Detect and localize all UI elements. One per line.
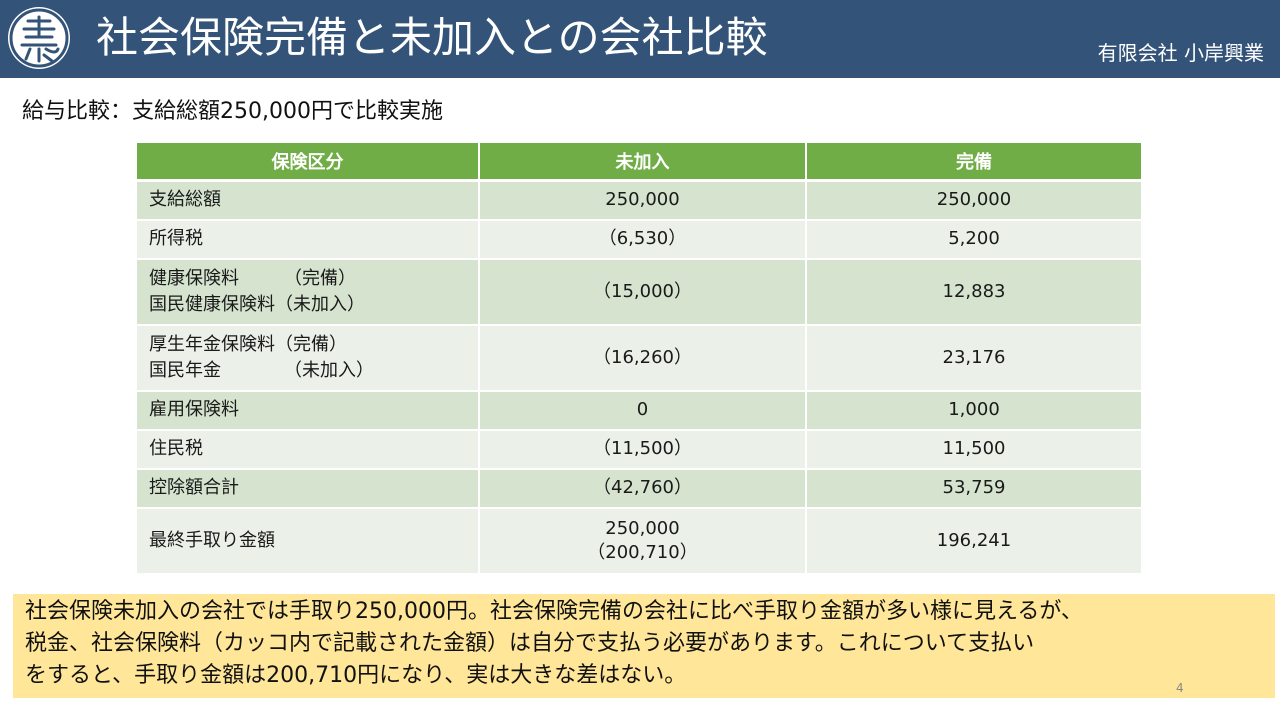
table-row: 支給総額 250,000 250,000 (137, 180, 1141, 221)
row-label-line: 控除額合計 (149, 477, 239, 498)
kanji-crest-logo (8, 7, 70, 69)
fully-enrolled-value-line: 23,176 (942, 346, 1006, 368)
not-enrolled-value-line: 250,000 (605, 517, 680, 539)
slide-title: 社会保険完備と未加入との会社比較 (96, 13, 768, 62)
row-label-line: 健康保険料 （完備） (149, 267, 356, 289)
not-enrolled-value: 0 (479, 390, 807, 431)
row-label: 雇用保険料 (137, 390, 480, 431)
not-enrolled-value: （42,760） (479, 468, 807, 509)
not-enrolled-value: （16,260） (479, 324, 807, 392)
fully-enrolled-value: 23,176 (806, 324, 1141, 392)
fully-enrolled-value-line: 1,000 (948, 399, 1000, 420)
row-label-line: 支給総額 (149, 189, 221, 211)
fully-enrolled-value-line: 12,883 (942, 280, 1006, 302)
not-enrolled-value-line: 250,000 (605, 189, 680, 211)
row-label: 住民税 (137, 429, 480, 470)
fully-enrolled-value: 250,000 (806, 180, 1141, 221)
note-line: 社会保険未加入の会社では手取り250,000円。社会保険完備の会社に比べ手取り金… (25, 599, 1083, 624)
not-enrolled-value-line: （6,530） (598, 228, 687, 249)
row-label-line: 最終手取り金額 (149, 529, 275, 551)
header-fully-enrolled: 完備 (806, 143, 1141, 182)
slide-header: 社会保険完備と未加入との会社比較 有限会社 小岸興業 (0, 0, 1280, 78)
not-enrolled-value-line: （16,260） (593, 346, 692, 368)
table-row: 最終手取り金額 250,000 （200,710） 196,241 (137, 507, 1141, 575)
not-enrolled-value-line: （15,000） (593, 280, 692, 302)
page-number: 4 (1176, 681, 1184, 695)
not-enrolled-value-line: （11,500） (593, 438, 692, 459)
not-enrolled-value: 250,000 (479, 180, 807, 221)
row-label-line: 厚生年金保険料（完備） (149, 333, 347, 355)
row-label: 厚生年金保険料（完備） 国民年金 （未加入） (137, 324, 480, 392)
row-label: 支給総額 (137, 180, 480, 221)
not-enrolled-value: （11,500） (479, 429, 807, 470)
not-enrolled-value-line: （200,710） (587, 541, 698, 563)
fully-enrolled-value: 53,759 (806, 468, 1141, 509)
note-line: 税金、社会保険料（カッコ内で記載された金額）は自分で支払う必要があります。これに… (25, 631, 1035, 656)
row-label-line: 国民健康保険料（未加入） (149, 293, 365, 315)
row-label-line: 所得税 (149, 228, 203, 249)
fully-enrolled-value-line: 11,500 (942, 438, 1006, 459)
header-not-enrolled: 未加入 (479, 143, 807, 182)
row-label-line: 国民年金 （未加入） (149, 359, 374, 381)
table-row: 住民税 （11,500） 11,500 (137, 429, 1141, 470)
company-name: 有限会社 小岸興業 (1097, 41, 1264, 65)
not-enrolled-value: （6,530） (479, 219, 807, 260)
not-enrolled-value-line: （42,760） (593, 477, 692, 498)
row-label: 健康保険料 （完備） 国民健康保険料（未加入） (137, 258, 480, 326)
fully-enrolled-value: 12,883 (806, 258, 1141, 326)
table-row: 健康保険料 （完備） 国民健康保険料（未加入） （15,000） 12,883 (137, 258, 1141, 326)
fully-enrolled-value-line: 53,759 (942, 477, 1006, 498)
table-row: 厚生年金保険料（完備） 国民年金 （未加入） （16,260） 23,176 (137, 324, 1141, 392)
row-label-line: 雇用保険料 (149, 399, 239, 420)
fully-enrolled-value: 1,000 (806, 390, 1141, 431)
table-header-row: 保険区分 未加入 完備 (137, 143, 1141, 182)
note-line: をすると、手取り金額は200,710円になり、実は大きな差はない。 (25, 663, 687, 688)
slide-subtitle: 給与比較：支給総額250,000円で比較実施 (22, 99, 443, 124)
row-label: 控除額合計 (137, 468, 480, 509)
not-enrolled-value: （15,000） (479, 258, 807, 326)
fully-enrolled-value-line: 196,241 (936, 529, 1012, 551)
fully-enrolled-value-line: 5,200 (948, 228, 1000, 249)
not-enrolled-value: 250,000 （200,710） (479, 507, 807, 575)
summary-note: 社会保険未加入の会社では手取り250,000円。社会保険完備の会社に比べ手取り金… (13, 594, 1275, 698)
fully-enrolled-value: 11,500 (806, 429, 1141, 470)
fully-enrolled-value: 196,241 (806, 507, 1141, 575)
table-row: 控除額合計 （42,760） 53,759 (137, 468, 1141, 509)
fully-enrolled-value: 5,200 (806, 219, 1141, 260)
comparison-table: 保険区分 未加入 完備 支給総額 250,000 250,000 所得税 （6,530）… (137, 143, 1141, 575)
header-insurance-category: 保険区分 (137, 143, 480, 182)
row-label: 所得税 (137, 219, 480, 260)
row-label-line: 住民税 (149, 438, 203, 459)
not-enrolled-value-line: 0 (636, 399, 649, 420)
row-label: 最終手取り金額 (137, 507, 480, 575)
table-row: 所得税 （6,530） 5,200 (137, 219, 1141, 260)
fully-enrolled-value-line: 250,000 (936, 189, 1012, 211)
table-row: 雇用保険料 0 1,000 (137, 390, 1141, 431)
